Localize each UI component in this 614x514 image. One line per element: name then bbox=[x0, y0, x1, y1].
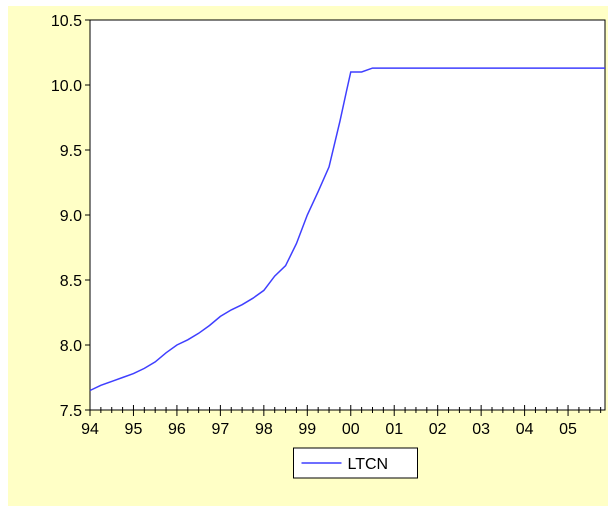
y-tick-label: 8.5 bbox=[60, 273, 82, 290]
x-tick-label: 97 bbox=[211, 421, 229, 438]
x-tick-label: 00 bbox=[342, 421, 360, 438]
line-chart: 7.5 8.0 8.5 9.0 9.5 10.0 10.5 94 95 96 97 98 99 00 01… bbox=[8, 6, 608, 506]
y-tick-label: 9.5 bbox=[60, 143, 82, 160]
x-tick-label: 98 bbox=[255, 421, 273, 438]
x-tick-label: 96 bbox=[168, 421, 186, 438]
y-tick-label: 8.0 bbox=[60, 338, 82, 355]
x-tick-label: 04 bbox=[516, 421, 534, 438]
x-tick-label: 95 bbox=[125, 421, 143, 438]
y-tick-label: 9.0 bbox=[60, 208, 82, 225]
y-tick-label: 10.5 bbox=[51, 13, 82, 30]
x-tick-label: 01 bbox=[385, 421, 403, 438]
x-tick-label: 02 bbox=[429, 421, 447, 438]
x-tick-label: 99 bbox=[298, 421, 316, 438]
y-tick-label: 10.0 bbox=[51, 78, 82, 95]
x-tick-label: 05 bbox=[559, 421, 577, 438]
x-tick-label: 03 bbox=[472, 421, 490, 438]
y-axis: 7.5 8.0 8.5 9.0 9.5 10.0 10.5 bbox=[51, 13, 90, 420]
chart-figure: 7.5 8.0 8.5 9.0 9.5 10.0 10.5 94 95 96 97 98 99 00 01… bbox=[8, 6, 608, 506]
x-tick-label: 94 bbox=[81, 421, 99, 438]
legend-label-ltcn: LTCN bbox=[348, 456, 389, 473]
y-tick-label: 7.5 bbox=[60, 403, 82, 420]
legend: LTCN bbox=[294, 448, 418, 478]
